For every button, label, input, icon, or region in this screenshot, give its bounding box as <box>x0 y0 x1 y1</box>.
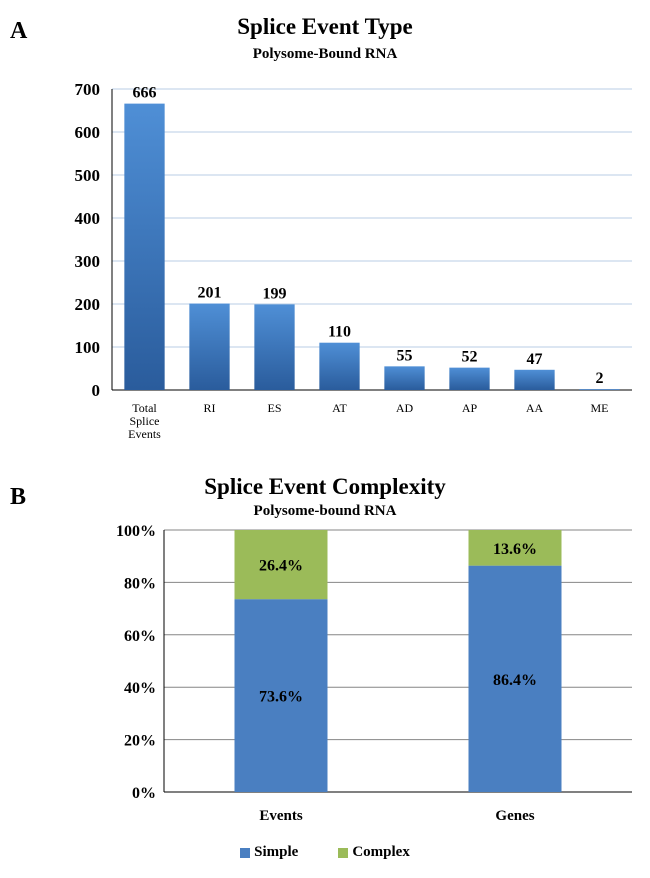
chart-a-ytick-label: 100 <box>75 338 101 357</box>
legend-item-simple: Simple <box>240 844 298 861</box>
chart-a-ytick-label: 0 <box>92 381 101 400</box>
chart-b-bar-segment-complex <box>468 530 562 566</box>
chart-b-ytick-label: 20% <box>124 733 156 750</box>
splice-event-type-chart: 0 100 200 300 400 500 600 700 666 Total Splice Even… <box>75 80 632 441</box>
chart-a-subtitle: Polysome-Bound RNA <box>252 46 398 62</box>
legend-label-complex: Complex <box>352 844 410 860</box>
chart-a-xtick-label: AP <box>462 401 478 415</box>
chart-a-xtick-label: RI <box>204 401 216 415</box>
chart-a-bar <box>579 389 620 390</box>
chart-b-legend: Simple Complex <box>0 844 650 861</box>
chart-a-bar <box>319 342 360 390</box>
chart-b-title: Splice Event Complexity <box>204 474 446 499</box>
panel-label-a: A <box>10 18 28 44</box>
chart-b-ytick-label: 60% <box>124 628 156 645</box>
chart-b-xtick-label: Events <box>259 808 303 824</box>
chart-b-data-label: 13.6% <box>493 541 537 558</box>
legend-swatch-simple <box>240 847 251 858</box>
chart-a-bar <box>384 366 425 390</box>
chart-b-bar-segment-simple <box>468 565 562 792</box>
legend-item-complex: Complex <box>338 844 410 861</box>
chart-b-bar-segment-simple <box>234 599 328 792</box>
chart-a-data-label: 201 <box>198 285 222 302</box>
chart-a-ytick-label: 700 <box>75 80 101 99</box>
chart-a-bar <box>254 304 295 390</box>
chart-b-data-label: 73.6% <box>259 689 303 706</box>
chart-a-xtick-label: ME <box>591 401 609 415</box>
chart-b-ytick-label: 100% <box>116 523 156 540</box>
chart-a-ytick-label: 500 <box>75 166 101 185</box>
chart-a-bar <box>124 103 165 391</box>
chart-b-ytick-label: 80% <box>124 575 156 592</box>
chart-a-data-label: 110 <box>328 324 351 341</box>
chart-a-bar <box>449 367 490 390</box>
chart-a-data-label: 55 <box>397 347 413 364</box>
chart-a-bar <box>189 303 230 390</box>
chart-a-xtick-label: AA <box>526 401 544 415</box>
chart-a-data-label: 47 <box>527 351 543 368</box>
panel-label-b: B <box>10 484 27 510</box>
chart-a-data-label: 2 <box>596 370 604 387</box>
chart-a-xtick-label: AT <box>332 401 347 415</box>
chart-b-data-label: 86.4% <box>493 672 537 689</box>
chart-b-xtick-label: Genes <box>495 808 534 824</box>
chart-b-bar-segment-complex <box>234 530 328 600</box>
chart-b-data-label: 26.4% <box>259 558 303 575</box>
chart-b-subtitle: Polysome-bound RNA <box>253 503 397 519</box>
chart-a-xtick-label: AD <box>396 401 414 415</box>
chart-a-xtick-label: Total Splice Events <box>128 401 161 441</box>
chart-a-xtick-label: ES <box>267 401 281 415</box>
chart-a-data-label: 666 <box>133 85 157 102</box>
chart-a-ytick-label: 400 <box>75 209 101 228</box>
chart-a-bar <box>514 369 555 390</box>
chart-a-data-label: 199 <box>263 285 287 302</box>
chart-b-ytick-label: 40% <box>124 680 156 697</box>
chart-a-data-label: 52 <box>462 349 478 366</box>
legend-label-simple: Simple <box>254 844 299 860</box>
chart-b-ytick-label: 0% <box>132 785 156 802</box>
chart-a-ytick-label: 200 <box>75 295 101 314</box>
chart-a-ytick-label: 600 <box>75 123 101 142</box>
legend-swatch-complex <box>338 847 349 858</box>
chart-a-ytick-label: 300 <box>75 252 101 271</box>
chart-a-title: Splice Event Type <box>237 14 413 39</box>
